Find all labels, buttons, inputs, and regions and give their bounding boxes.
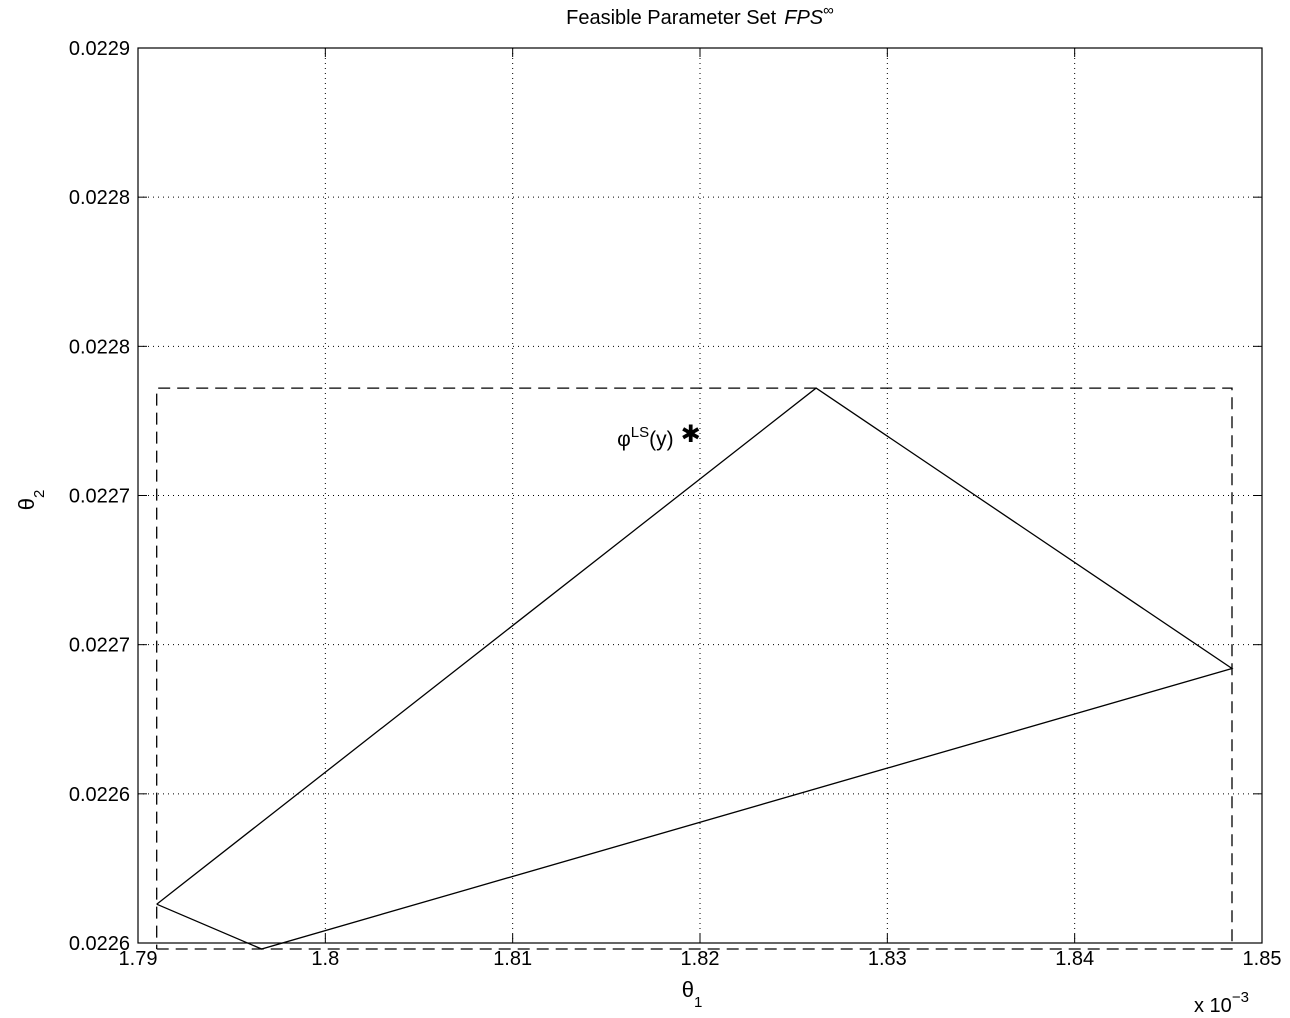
y-axis-label-subscript: 2 xyxy=(31,490,48,498)
x-axis-label-subscript: 1 xyxy=(694,994,702,1011)
x-tick-label: 1.84 xyxy=(1055,948,1094,970)
x-tick-label: 1.81 xyxy=(493,948,532,970)
y-tick-label: 0.0227 xyxy=(69,486,130,508)
y-axis-label: θ2 xyxy=(14,490,48,511)
chart-title-prefix: Feasible Parameter Set xyxy=(566,7,777,29)
x-axis-multiplier: x 10−3 xyxy=(1194,989,1249,1017)
chart-title: Feasible Parameter Set FPS∞ xyxy=(566,2,834,29)
x-axis-multiplier-exponent: −3 xyxy=(1232,989,1249,1006)
tick-labels: 1.79 1.8 1.81 1.82 1.83 1.84 1.85 0.0226 0.0226 0… xyxy=(69,38,1282,970)
y-axis-label-group: θ2 xyxy=(14,490,48,511)
x-axis-label-symbol: θ xyxy=(682,977,694,1002)
y-tick-label: 0.0228 xyxy=(69,187,130,209)
axis-ticks xyxy=(137,47,1263,944)
x-tick-label: 1.85 xyxy=(1243,948,1282,970)
annotations: ✱ φLS(y) xyxy=(617,421,701,451)
x-tick-label: 1.79 xyxy=(119,948,158,970)
ls-estimate-marker: ✱ xyxy=(681,421,701,448)
x-axis-label: θ1 xyxy=(682,977,703,1011)
y-tick-label: 0.0226 xyxy=(69,784,130,806)
chart-title-italic: FPS xyxy=(784,7,824,29)
data-series xyxy=(156,387,1234,950)
x-axis-multiplier-text: x 10 xyxy=(1194,995,1232,1017)
y-tick-label: 0.0228 xyxy=(69,336,130,358)
x-tick-label: 1.8 xyxy=(311,948,339,970)
y-axis-label-symbol: θ xyxy=(14,498,39,510)
x-tick-label: 1.82 xyxy=(681,948,720,970)
y-tick-label: 0.0227 xyxy=(69,635,130,657)
ls-estimate-label: φLS(y) xyxy=(617,424,673,451)
bounding-box-line xyxy=(156,387,1233,950)
chart-title-superscript: ∞ xyxy=(823,2,834,19)
x-tick-label: 1.83 xyxy=(868,948,907,970)
grid-lines xyxy=(138,48,1262,943)
y-tick-label: 0.0226 xyxy=(69,933,130,955)
y-tick-label: 0.0229 xyxy=(69,38,130,60)
